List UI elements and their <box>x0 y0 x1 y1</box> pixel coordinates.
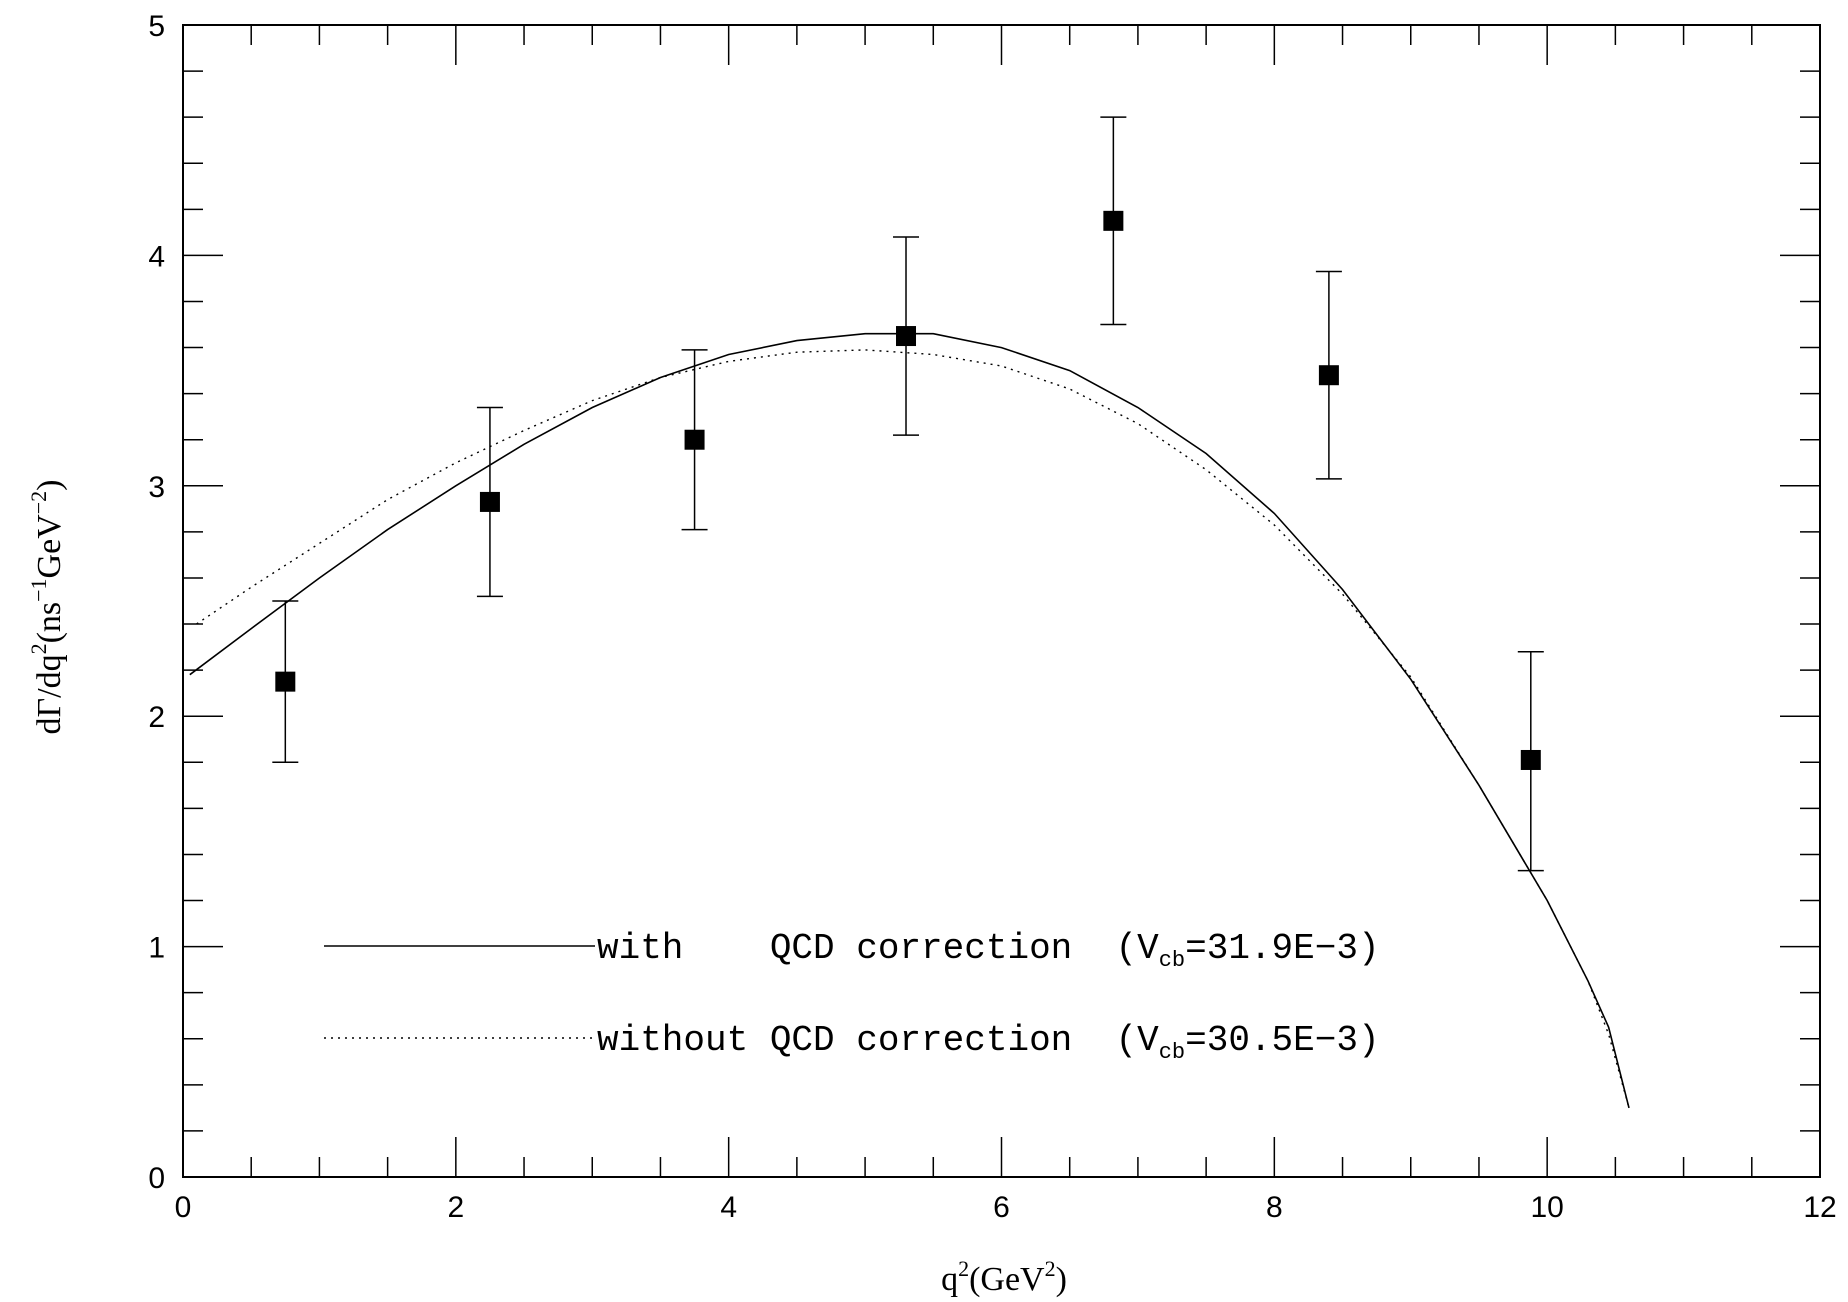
data-point <box>1315 270 1342 480</box>
data-point <box>272 600 299 764</box>
x-axis-label: q2(GeV2) <box>941 1256 1067 1298</box>
legend-text-with-qcd: with QCD correction (Vcb=31.9E−3) <box>597 928 1380 973</box>
data-points <box>272 116 1544 872</box>
y-label-sup1: 2 <box>26 643 51 654</box>
x-tick-label: 0 <box>175 1191 192 1224</box>
x-label-unit-sup: 2 <box>1045 1256 1056 1281</box>
x-tick-label: 8 <box>1266 1191 1283 1224</box>
x-tick-label: 10 <box>1530 1191 1563 1224</box>
x-label-unit-close: ) <box>1056 1261 1067 1298</box>
legend-prefix-without: without QCD correction (V <box>597 1020 1159 1061</box>
data-point <box>1517 650 1544 872</box>
x-tick-label: 2 <box>447 1191 464 1224</box>
x-label-base: q <box>941 1261 958 1298</box>
y-label-mid: GeV <box>31 514 68 579</box>
y-tick-label: 0 <box>148 1162 165 1195</box>
legend-suffix-without: =30.5E−3) <box>1185 1020 1379 1061</box>
y-label-sup2: −1 <box>26 578 51 601</box>
data-marker <box>684 429 705 450</box>
y-label-close: ) <box>31 479 68 490</box>
data-marker <box>479 491 500 512</box>
y-label-sup3: −2 <box>26 491 51 514</box>
curves <box>189 332 1630 1109</box>
y-axis-label: dΓ/dq2(ns−1GeV−2) <box>26 479 68 734</box>
x-tick-label: 12 <box>1803 1191 1836 1224</box>
data-marker <box>275 671 296 692</box>
legend-sub-with: cb <box>1159 948 1185 973</box>
x-tick-label: 4 <box>720 1191 737 1224</box>
data-marker <box>1318 365 1339 386</box>
curve-with-qcd <box>189 332 1630 1109</box>
y-tick-label: 2 <box>148 701 165 734</box>
data-point <box>893 236 920 436</box>
legend: with QCD correction (Vcb=31.9E−3) withou… <box>324 928 1380 1065</box>
y-label-paren: (ns <box>31 602 68 644</box>
y-tick-label: 5 <box>148 10 165 43</box>
legend-text-without-qcd: without QCD correction (Vcb=30.5E−3) <box>597 1020 1380 1065</box>
axis-ticks <box>182 24 1821 1178</box>
legend-sub-without: cb <box>1159 1040 1185 1065</box>
x-tick-label: 6 <box>993 1191 1010 1224</box>
data-point <box>681 349 708 531</box>
y-tick-label: 1 <box>148 932 165 965</box>
data-point <box>476 406 503 598</box>
legend-prefix-with: with QCD correction (V <box>597 928 1159 969</box>
y-label-text: dΓ/dq <box>31 654 68 734</box>
axes-frame <box>182 24 1821 1178</box>
x-label-sup: 2 <box>958 1256 969 1281</box>
legend-suffix-with: =31.9E−3) <box>1185 928 1379 969</box>
data-marker <box>896 326 917 347</box>
x-label-unit-open: (GeV <box>969 1261 1045 1298</box>
plot-frame <box>182 24 1821 1178</box>
y-tick-label: 4 <box>148 240 165 273</box>
y-tick-label: 3 <box>148 471 165 504</box>
data-point <box>1100 116 1127 326</box>
data-marker <box>1103 210 1124 231</box>
curve-without-qcd <box>196 349 1630 1109</box>
data-marker <box>1520 749 1541 770</box>
